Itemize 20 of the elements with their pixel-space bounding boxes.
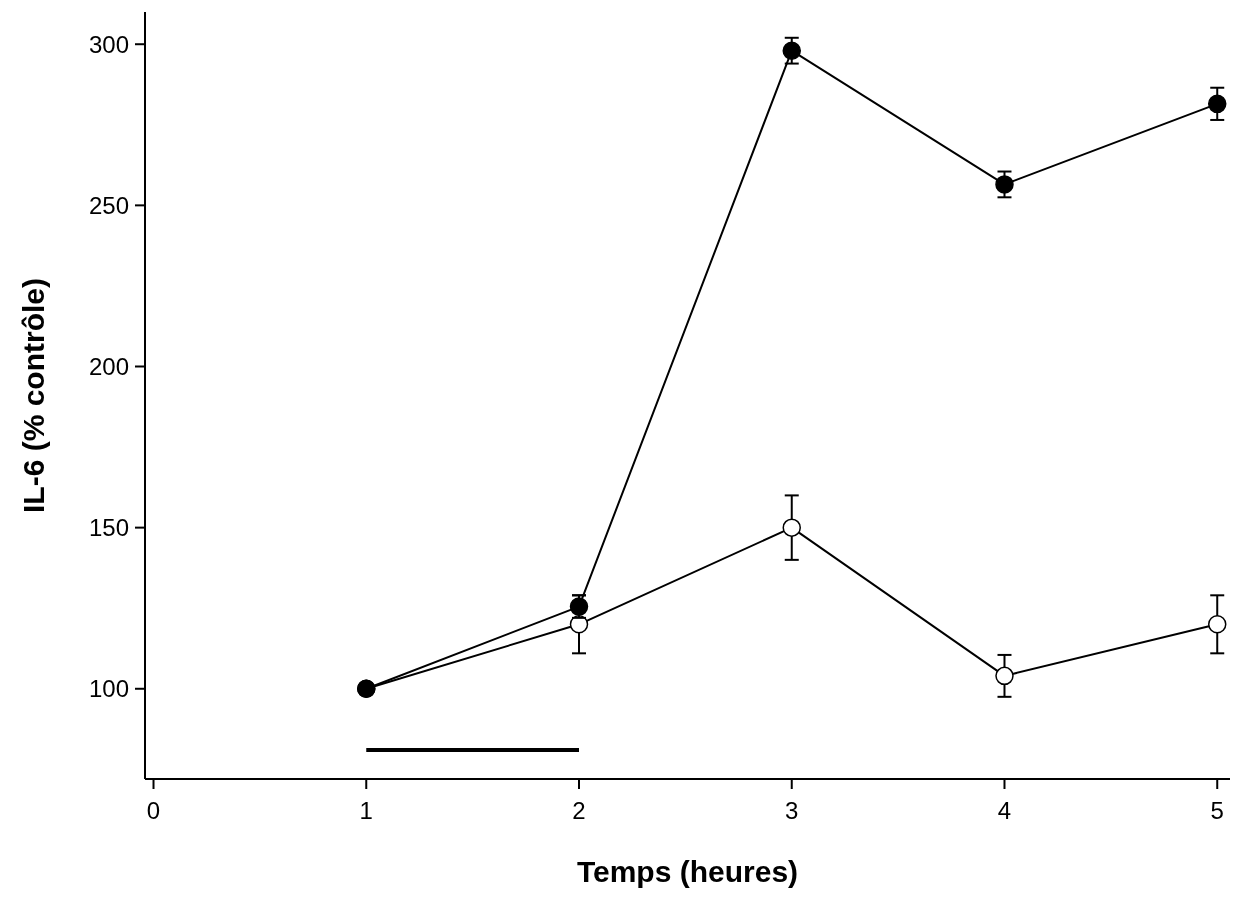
point	[569, 615, 589, 634]
point	[1207, 94, 1227, 114]
y-tick-label: 200	[88, 352, 129, 380]
point	[782, 41, 801, 60]
point	[995, 666, 1014, 686]
x-tick-label: 3	[785, 797, 799, 824]
x-axis-title: Temps (heures)	[576, 855, 799, 888]
x-tick-label: 0	[146, 797, 161, 824]
y-axis-title: IL-6 (% contrôle)	[17, 277, 50, 514]
point	[1207, 615, 1227, 634]
x-tick-label: 5	[1210, 797, 1224, 824]
y-tick-label: 150	[88, 514, 129, 542]
x-tick-label: 4	[997, 797, 1012, 824]
point	[995, 175, 1014, 194]
x-tick-label: 2	[572, 797, 586, 824]
y-tick-label: 100	[88, 675, 129, 703]
y-tick-label: 250	[88, 191, 129, 219]
y-tick-label: 300	[88, 30, 129, 58]
point	[782, 518, 801, 537]
x-tick-label: 1	[359, 797, 373, 824]
